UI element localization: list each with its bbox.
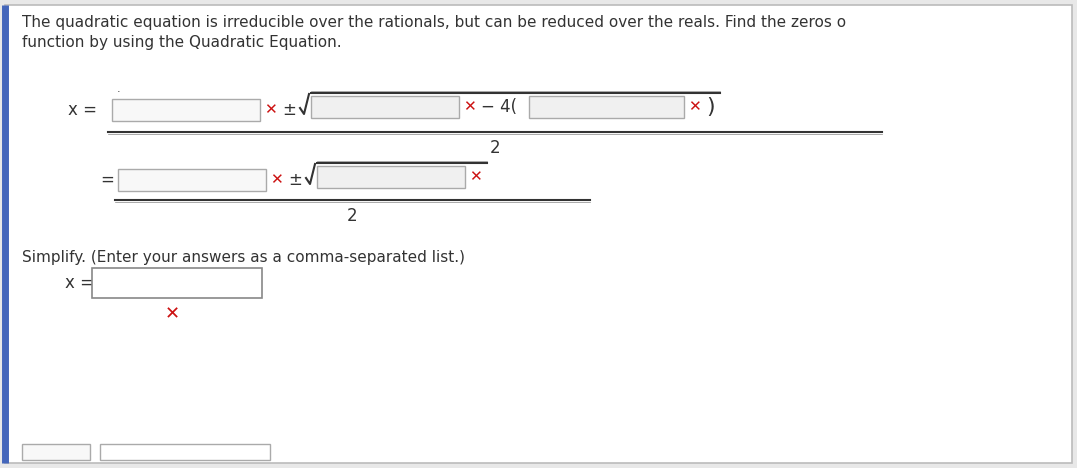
Text: ·: · bbox=[117, 87, 121, 97]
FancyBboxPatch shape bbox=[112, 99, 260, 121]
Text: ✕: ✕ bbox=[270, 173, 283, 188]
FancyBboxPatch shape bbox=[311, 96, 459, 118]
Text: 2: 2 bbox=[347, 207, 358, 225]
Text: ✕: ✕ bbox=[468, 169, 481, 184]
FancyBboxPatch shape bbox=[5, 5, 1072, 463]
FancyBboxPatch shape bbox=[22, 444, 90, 460]
Text: ✕: ✕ bbox=[463, 100, 476, 115]
Text: − 4(: − 4( bbox=[481, 98, 517, 116]
Text: ✕: ✕ bbox=[264, 102, 277, 117]
FancyBboxPatch shape bbox=[118, 169, 266, 191]
FancyBboxPatch shape bbox=[92, 268, 262, 298]
Text: ✕: ✕ bbox=[688, 100, 701, 115]
Text: =: = bbox=[100, 171, 114, 189]
Text: 2: 2 bbox=[490, 139, 501, 157]
FancyBboxPatch shape bbox=[529, 96, 684, 118]
FancyBboxPatch shape bbox=[100, 444, 270, 460]
FancyBboxPatch shape bbox=[317, 166, 465, 188]
Text: ±: ± bbox=[282, 101, 296, 119]
Text: x =: x = bbox=[65, 274, 94, 292]
Text: The quadratic equation is irreducible over the rationals, but can be reduced ove: The quadratic equation is irreducible ov… bbox=[22, 15, 847, 30]
Text: x =: x = bbox=[68, 101, 97, 119]
Text: ±: ± bbox=[288, 171, 302, 189]
Text: Simplify. (Enter your answers as a comma-separated list.): Simplify. (Enter your answers as a comma… bbox=[22, 250, 465, 265]
Text: ✕: ✕ bbox=[165, 305, 180, 323]
Text: ): ) bbox=[707, 97, 715, 117]
Text: function by using the Quadratic Equation.: function by using the Quadratic Equation… bbox=[22, 35, 341, 50]
